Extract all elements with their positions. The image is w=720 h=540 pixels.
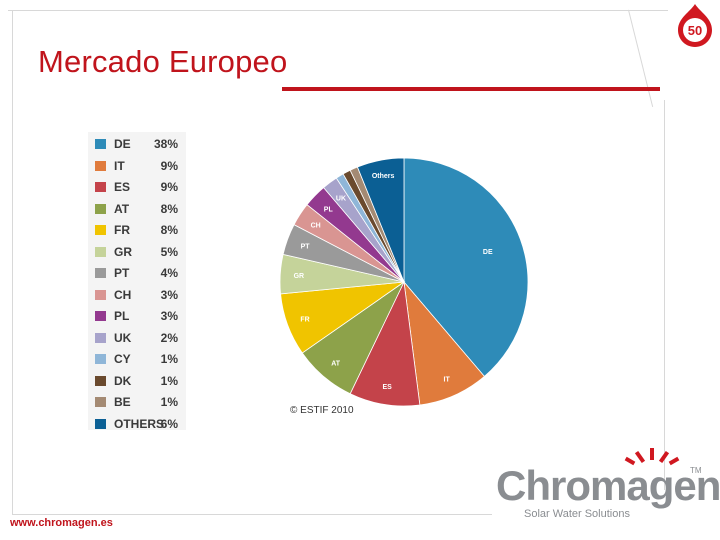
logo-wordmark: Chromagen bbox=[496, 462, 720, 509]
legend-code: BE bbox=[114, 395, 131, 409]
sun-rays-icon bbox=[624, 448, 680, 466]
frame-line-top bbox=[8, 10, 668, 11]
legend-swatch bbox=[95, 139, 106, 149]
pie-slice-de bbox=[403, 157, 529, 377]
anniversary-badge: 50 bbox=[670, 2, 720, 48]
legend-code: CY bbox=[114, 352, 131, 366]
frame-line-diag-a bbox=[628, 9, 654, 108]
legend-percent: 8% bbox=[160, 223, 178, 237]
pie-label-de: DE bbox=[483, 249, 493, 256]
legend-percent: 1% bbox=[160, 373, 178, 388]
legend-percent: 3% bbox=[160, 309, 178, 323]
pie-label-ch: CH bbox=[311, 223, 321, 230]
pie-slice-others bbox=[356, 157, 405, 283]
pie-label-pt: PT bbox=[301, 244, 311, 251]
legend-item-uk: UK 2% bbox=[88, 328, 186, 348]
legend-swatch bbox=[95, 375, 106, 386]
frame-line-bottom bbox=[12, 514, 492, 515]
legend-swatch bbox=[95, 203, 106, 214]
logo-tagline: Solar Water Solutions bbox=[524, 508, 630, 520]
legend-code: UK bbox=[114, 330, 132, 345]
legend-swatch bbox=[95, 397, 106, 407]
pie-label-fr: FR bbox=[300, 316, 309, 323]
pie-label-it: IT bbox=[444, 376, 451, 383]
pie-label-es: ES bbox=[383, 384, 393, 391]
legend-code: AT bbox=[114, 201, 130, 216]
pie-label-uk: UK bbox=[336, 196, 346, 203]
legend-percent: 1% bbox=[160, 352, 178, 366]
chromagen-logo: Chromagen TM Solar Water Solutions bbox=[496, 448, 720, 526]
legend-code: DE bbox=[114, 137, 131, 151]
pie-chart-panel: DE IT ES AT FR GR PT CH PL UK Others bbox=[258, 143, 541, 425]
legend-item-de: DE 38% bbox=[88, 134, 186, 154]
legend-swatch bbox=[95, 182, 106, 192]
legend-swatch bbox=[95, 268, 106, 278]
legend-swatch bbox=[95, 246, 106, 257]
title-underline bbox=[282, 87, 660, 91]
legend-swatch bbox=[95, 225, 106, 235]
legend-code: PL bbox=[114, 309, 130, 323]
frame-line-left bbox=[12, 10, 13, 515]
legend-item-pl: PL 3% bbox=[88, 306, 186, 326]
legend-percent: 9% bbox=[160, 158, 178, 173]
legend-code: ES bbox=[114, 180, 131, 194]
pie-label-pl: PL bbox=[324, 207, 334, 214]
legend-percent: 4% bbox=[160, 266, 178, 280]
legend-swatch bbox=[95, 332, 106, 343]
legend-code: DK bbox=[114, 373, 132, 388]
legend-item-it: IT 9% bbox=[88, 156, 186, 176]
page-title: Mercado Europeo bbox=[38, 44, 288, 79]
legend-item-at: AT 8% bbox=[88, 199, 186, 219]
legend-code: CH bbox=[114, 287, 132, 302]
frame-line-right bbox=[664, 100, 665, 490]
pie-label-others: Others bbox=[372, 173, 395, 180]
legend-code: FR bbox=[114, 223, 130, 237]
legend-item-gr: GR 5% bbox=[88, 242, 186, 262]
legend-item-ch: CH 3% bbox=[88, 285, 186, 305]
legend-swatch bbox=[95, 289, 106, 300]
badge-number: 50 bbox=[688, 23, 702, 38]
pie-label-at: AT bbox=[331, 360, 341, 367]
legend-percent: 6% bbox=[160, 416, 178, 431]
legend-percent: 8% bbox=[160, 201, 178, 216]
legend-percent: 3% bbox=[160, 287, 178, 302]
chart-copyright: © ESTIF 2010 bbox=[290, 405, 354, 416]
legend-swatch bbox=[95, 311, 106, 321]
legend-item-others: OTHERS 6% bbox=[88, 414, 186, 434]
legend-item-dk: DK 1% bbox=[88, 371, 186, 391]
legend-item-cy: CY 1% bbox=[88, 349, 186, 369]
legend-code: OTHERS bbox=[114, 416, 165, 431]
legend-item-es: ES 9% bbox=[88, 177, 186, 197]
legend-code: GR bbox=[114, 244, 132, 259]
legend-code: PT bbox=[114, 266, 130, 280]
legend-swatch bbox=[95, 160, 106, 171]
logo-trademark: TM bbox=[690, 466, 702, 475]
legend-item-pt: PT 4% bbox=[88, 263, 186, 283]
legend-percent: 38% bbox=[153, 137, 178, 151]
legend-swatch bbox=[95, 418, 106, 429]
legend-item-be: BE 1% bbox=[88, 392, 186, 412]
pie-label-gr: GR bbox=[294, 273, 305, 280]
legend-percent: 1% bbox=[160, 395, 178, 409]
chart-legend: DE 38% IT 9% ES 9% AT 8% FR 8% GR 5% PT 4% CH 3% PL 3% UK 2… bbox=[88, 132, 186, 431]
legend-percent: 9% bbox=[160, 180, 178, 194]
legend-code: IT bbox=[114, 158, 125, 173]
legend-item-fr: FR 8% bbox=[88, 220, 186, 240]
website-url[interactable]: www.chromagen.es bbox=[10, 517, 113, 529]
legend-percent: 2% bbox=[160, 330, 178, 345]
legend-swatch bbox=[95, 354, 106, 364]
legend-percent: 5% bbox=[160, 244, 178, 259]
